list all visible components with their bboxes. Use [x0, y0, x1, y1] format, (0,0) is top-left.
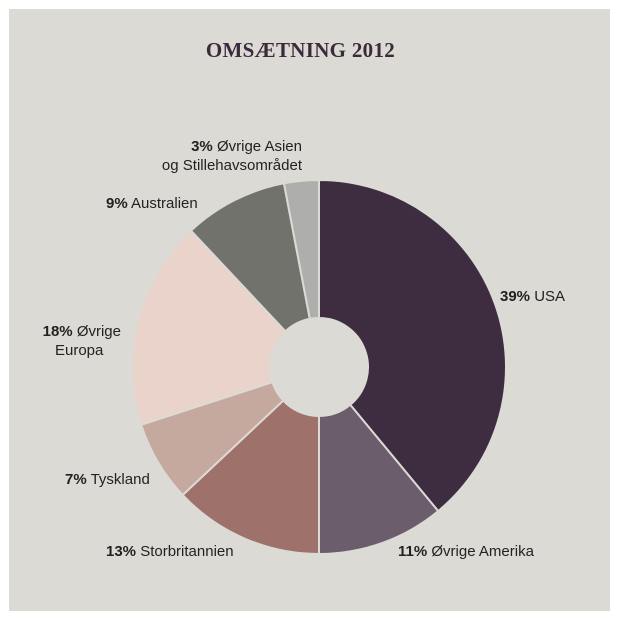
- slice-name-line2: Europa: [55, 342, 104, 359]
- pie-slice-øvrige-europa: [131, 229, 287, 427]
- slice-name: Australien: [131, 195, 198, 212]
- slice-percent: 9%: [106, 195, 128, 212]
- slice-label-ovrige-amerika: 11% Øvrige Amerika: [398, 542, 534, 561]
- slice-name: Storbritannien: [140, 543, 234, 560]
- pie-slice-storbritannien: [181, 399, 320, 556]
- slice-name: Øvrige Asien: [216, 138, 302, 155]
- slice-percent: 11%: [398, 543, 428, 560]
- pie-slice-australien: [189, 182, 311, 333]
- slice-label-australien: 9% Australien: [106, 194, 198, 213]
- slice-percent: 18%: [42, 323, 73, 340]
- pie-slice-usa: [318, 178, 507, 513]
- slice-name: Tyskland: [90, 471, 150, 488]
- chart-title: OMSÆTNING 2012: [205, 38, 396, 62]
- slice-percent: 39%: [500, 288, 531, 305]
- slice-name: Øvrige Amerika: [431, 543, 534, 560]
- slice-label-ovrige-europa: 18% Øvrige Europa: [20, 322, 121, 360]
- pie-slice-øvrige-amerika: [318, 403, 440, 556]
- slice-label-usa: 39% USA: [500, 287, 565, 306]
- pie-slice-øvrige-asien-og-stillehavsområdet: [282, 178, 320, 321]
- slice-percent: 7%: [65, 471, 87, 488]
- slice-label-ovrige-asien: 3% Øvrige Asien og Stillehavsområdet: [130, 137, 302, 175]
- slice-name: Øvrige: [76, 323, 121, 340]
- donut-hole: [271, 319, 367, 415]
- slice-label-storbritannien: 13% Storbritannien: [106, 542, 234, 561]
- slice-percent: 13%: [106, 543, 137, 560]
- slice-label-tyskland: 7% Tyskland: [65, 470, 150, 489]
- slice-percent: 3%: [191, 138, 213, 155]
- slice-name-line2: og Stillehavsområdet: [161, 157, 302, 174]
- slice-name: USA: [534, 288, 566, 305]
